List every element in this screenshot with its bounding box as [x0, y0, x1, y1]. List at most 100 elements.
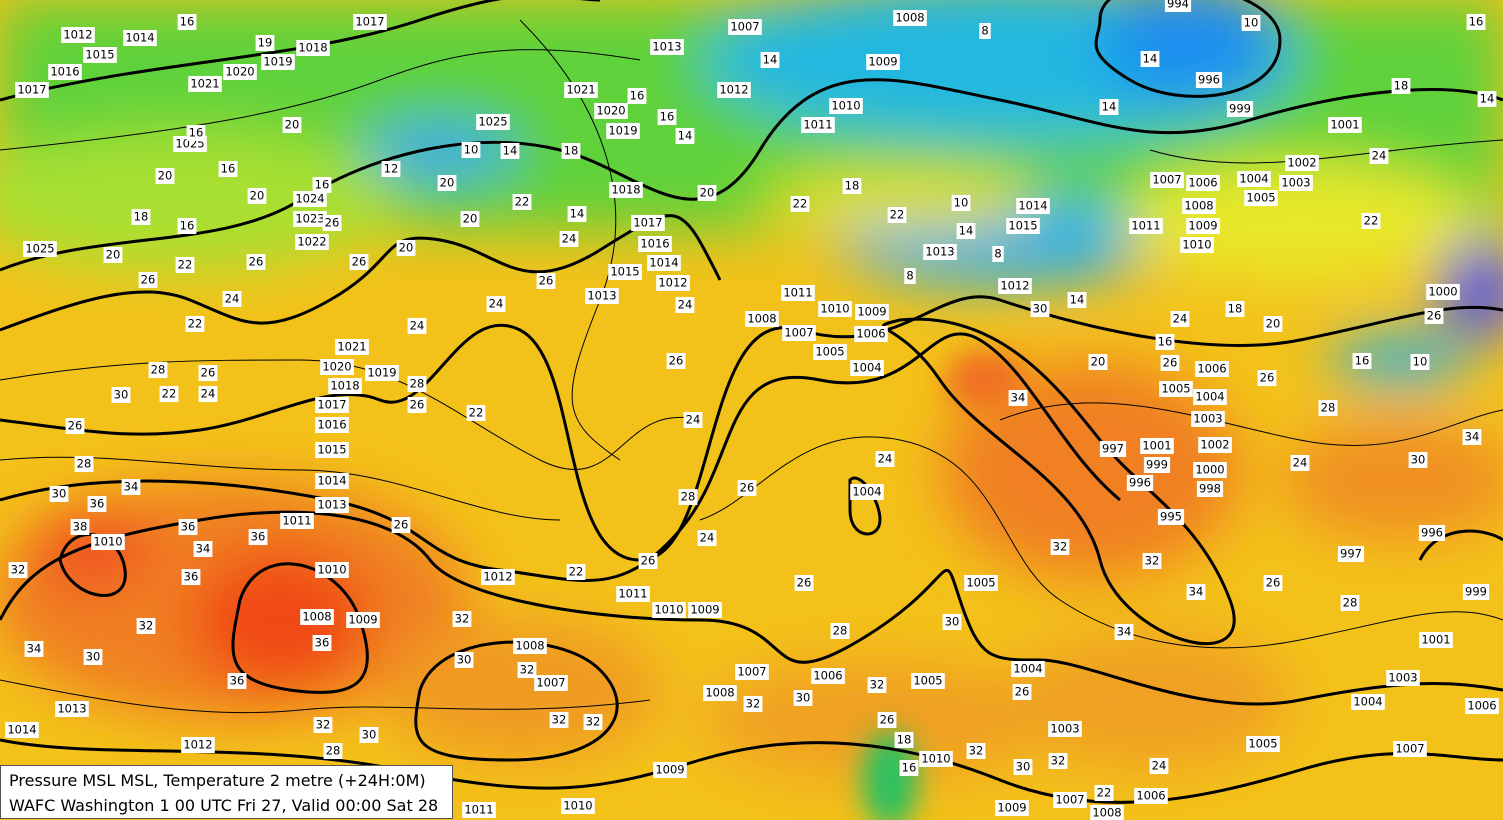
temperature-label: 36 [251, 530, 266, 544]
isobar-label: 1019 [608, 124, 637, 138]
temperature-label-box [181, 569, 201, 585]
isobar-label-box [293, 211, 327, 227]
temperature-label-box [992, 246, 1004, 262]
isobar-label: 999 [1465, 585, 1487, 599]
temperature-label: 26 [410, 398, 425, 412]
temperature-label-box [559, 231, 579, 247]
temperature-label-box [1408, 452, 1428, 468]
temperature-label-box [70, 519, 90, 535]
temperature-label: 28 [1343, 596, 1358, 610]
temperature-label-box [1263, 575, 1283, 591]
temperature-label: 16 [189, 126, 204, 140]
isobar-label-box [1193, 389, 1227, 405]
temperature-label: 20 [399, 241, 414, 255]
isobar-label: 1001 [1142, 439, 1171, 453]
isobar-label-box [1048, 721, 1082, 737]
isobar-label: 1015 [610, 265, 639, 279]
temperature-label-box [175, 257, 195, 273]
temperature-label: 22 [793, 197, 808, 211]
isobar-label: 1005 [1248, 737, 1277, 751]
temperature-label-box [697, 530, 717, 546]
temperature-label-box [1477, 91, 1497, 107]
isobar-label-box [854, 326, 888, 342]
isobar-label: 1006 [1188, 176, 1217, 190]
temperature-label: 16 [660, 110, 675, 124]
isobar-label: 1000 [1195, 463, 1224, 477]
isobar-label: 1009 [348, 613, 377, 627]
isobar-label: 1007 [737, 665, 766, 679]
temperature-label-box [638, 553, 658, 569]
isobar-label-box [631, 215, 665, 231]
temperature-label: 36 [230, 674, 245, 688]
temperature-label: 26 [201, 366, 216, 380]
temperature-label-box [1067, 292, 1087, 308]
isobar-label: 1017 [355, 15, 384, 29]
isobar-label-box [61, 27, 95, 43]
isobar-label: 1004 [1013, 662, 1042, 676]
isobar-label-box [609, 182, 643, 198]
temperature-label-box [177, 218, 197, 234]
temperature-label: 36 [184, 570, 199, 584]
isobar-label: 994 [1167, 0, 1189, 11]
temperature-label: 32 [969, 744, 984, 758]
temperature-label-box [1094, 785, 1114, 801]
isobar-label-box [829, 98, 863, 114]
temperature-label: 16 [1158, 335, 1173, 349]
isobar-label: 1016 [317, 418, 346, 432]
temperature-label-box [512, 194, 532, 210]
isobar-label-box [48, 64, 82, 80]
isobar-label-box [893, 10, 927, 26]
temperature-label-box [227, 673, 247, 689]
temperature-label-box [198, 365, 218, 381]
isobar-label: 1025 [478, 115, 507, 129]
temperature-label-box [159, 386, 179, 402]
isobar-label: 1012 [483, 570, 512, 584]
temperature-label: 16 [630, 89, 645, 103]
isobar-label-box [280, 513, 314, 529]
temperature-label-box [177, 14, 197, 30]
temperature-label: 36 [90, 497, 105, 511]
isobar-label: 1009 [868, 55, 897, 69]
isobar-label: 1008 [1184, 199, 1213, 213]
temperature-label: 22 [188, 317, 203, 331]
isobar-label-box [315, 497, 349, 513]
isobar-label: 998 [1199, 482, 1221, 496]
isobar-label-box [365, 365, 399, 381]
isobar-label: 1004 [852, 361, 881, 375]
isobar-label-box [811, 668, 845, 684]
isobar-label: 1013 [925, 245, 954, 259]
temperature-label-box [255, 35, 275, 51]
isobar-label: 997 [1102, 442, 1124, 456]
isobar-label-box [223, 64, 257, 80]
temperature-label-box [666, 353, 686, 369]
temperature-label-box [887, 207, 907, 223]
temperature-label: 32 [746, 697, 761, 711]
isobar-label-box [728, 19, 762, 35]
isobar-label-box [123, 30, 157, 46]
temperature-label-box [1048, 753, 1068, 769]
temperature-label-box [461, 142, 481, 158]
temperature-label-box [627, 88, 647, 104]
temperature-label: 14 [1102, 100, 1117, 114]
isobar-label-box [534, 675, 568, 691]
isobar-label: 1005 [815, 345, 844, 359]
isobar-label-box [315, 442, 349, 458]
isobar-label: 1000 [1428, 285, 1457, 299]
temperature-label-box [1114, 624, 1134, 640]
temperature-label: 30 [457, 653, 472, 667]
temperature-label: 24 [489, 297, 504, 311]
isobar-label: 1006 [1136, 789, 1165, 803]
isobar-label-box [801, 117, 835, 133]
isobar-label-box [782, 325, 816, 341]
temperature-label-box [1257, 370, 1277, 386]
temperature-label-box [407, 397, 427, 413]
isobar-label: 1001 [1421, 633, 1450, 647]
temperature-label: 16 [315, 178, 330, 192]
isobar-label: 1007 [1395, 742, 1424, 756]
isobar-label: 997 [1340, 547, 1362, 561]
isobar-label-box [818, 301, 852, 317]
isobar-label-box [261, 54, 295, 70]
temperature-label: 26 [797, 576, 812, 590]
isobar-label-box [652, 602, 686, 618]
